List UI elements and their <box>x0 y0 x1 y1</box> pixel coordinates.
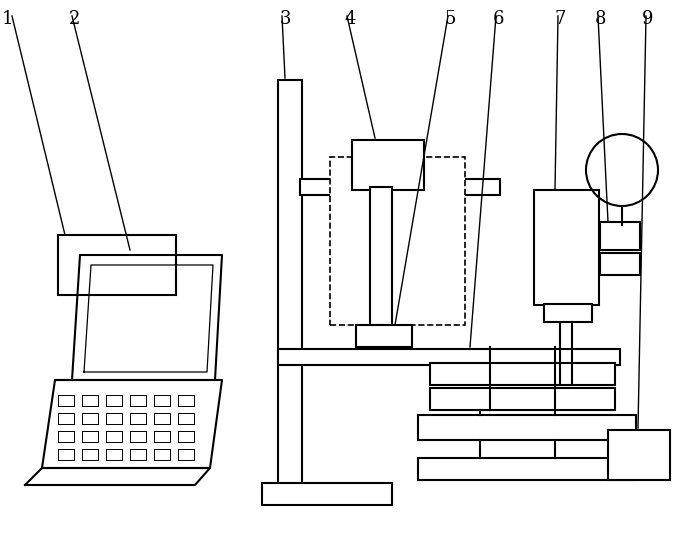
Polygon shape <box>58 413 74 424</box>
Polygon shape <box>58 449 74 460</box>
Text: 7: 7 <box>555 10 566 28</box>
Bar <box>278 349 620 365</box>
Polygon shape <box>106 395 122 406</box>
Bar <box>608 430 670 480</box>
Polygon shape <box>84 265 213 372</box>
Bar <box>58 235 176 295</box>
Text: 6: 6 <box>492 10 504 28</box>
Polygon shape <box>106 449 122 460</box>
Polygon shape <box>154 395 170 406</box>
Text: 8: 8 <box>594 10 606 28</box>
Polygon shape <box>25 468 210 485</box>
Polygon shape <box>130 395 146 406</box>
Bar <box>418 415 636 440</box>
Polygon shape <box>82 395 98 406</box>
Bar <box>262 483 392 505</box>
Polygon shape <box>82 449 98 460</box>
Polygon shape <box>130 413 146 424</box>
Polygon shape <box>72 255 222 380</box>
Bar <box>600 253 640 275</box>
Bar <box>430 388 615 410</box>
Polygon shape <box>154 449 170 460</box>
Polygon shape <box>106 431 122 442</box>
Bar <box>370 187 392 325</box>
Bar <box>430 363 615 385</box>
Polygon shape <box>154 431 170 442</box>
Polygon shape <box>178 449 194 460</box>
Bar <box>330 157 465 325</box>
Bar <box>600 222 640 250</box>
Text: 5: 5 <box>444 10 456 28</box>
Polygon shape <box>154 413 170 424</box>
Polygon shape <box>130 449 146 460</box>
Polygon shape <box>58 431 74 442</box>
Polygon shape <box>178 413 194 424</box>
Bar <box>278 80 302 485</box>
Polygon shape <box>178 431 194 442</box>
Bar <box>534 190 599 305</box>
Text: 3: 3 <box>279 10 291 28</box>
Polygon shape <box>42 380 222 468</box>
Bar <box>356 325 412 347</box>
Polygon shape <box>82 413 98 424</box>
Polygon shape <box>82 431 98 442</box>
Text: 2: 2 <box>70 10 81 28</box>
Text: 1: 1 <box>2 10 14 28</box>
Bar <box>418 458 636 480</box>
Text: 4: 4 <box>344 10 356 28</box>
Bar <box>300 179 500 195</box>
Text: 9: 9 <box>642 10 654 28</box>
Bar <box>352 140 424 190</box>
Polygon shape <box>106 413 122 424</box>
Polygon shape <box>130 431 146 442</box>
Polygon shape <box>178 395 194 406</box>
Polygon shape <box>58 395 74 406</box>
Bar <box>544 304 592 322</box>
